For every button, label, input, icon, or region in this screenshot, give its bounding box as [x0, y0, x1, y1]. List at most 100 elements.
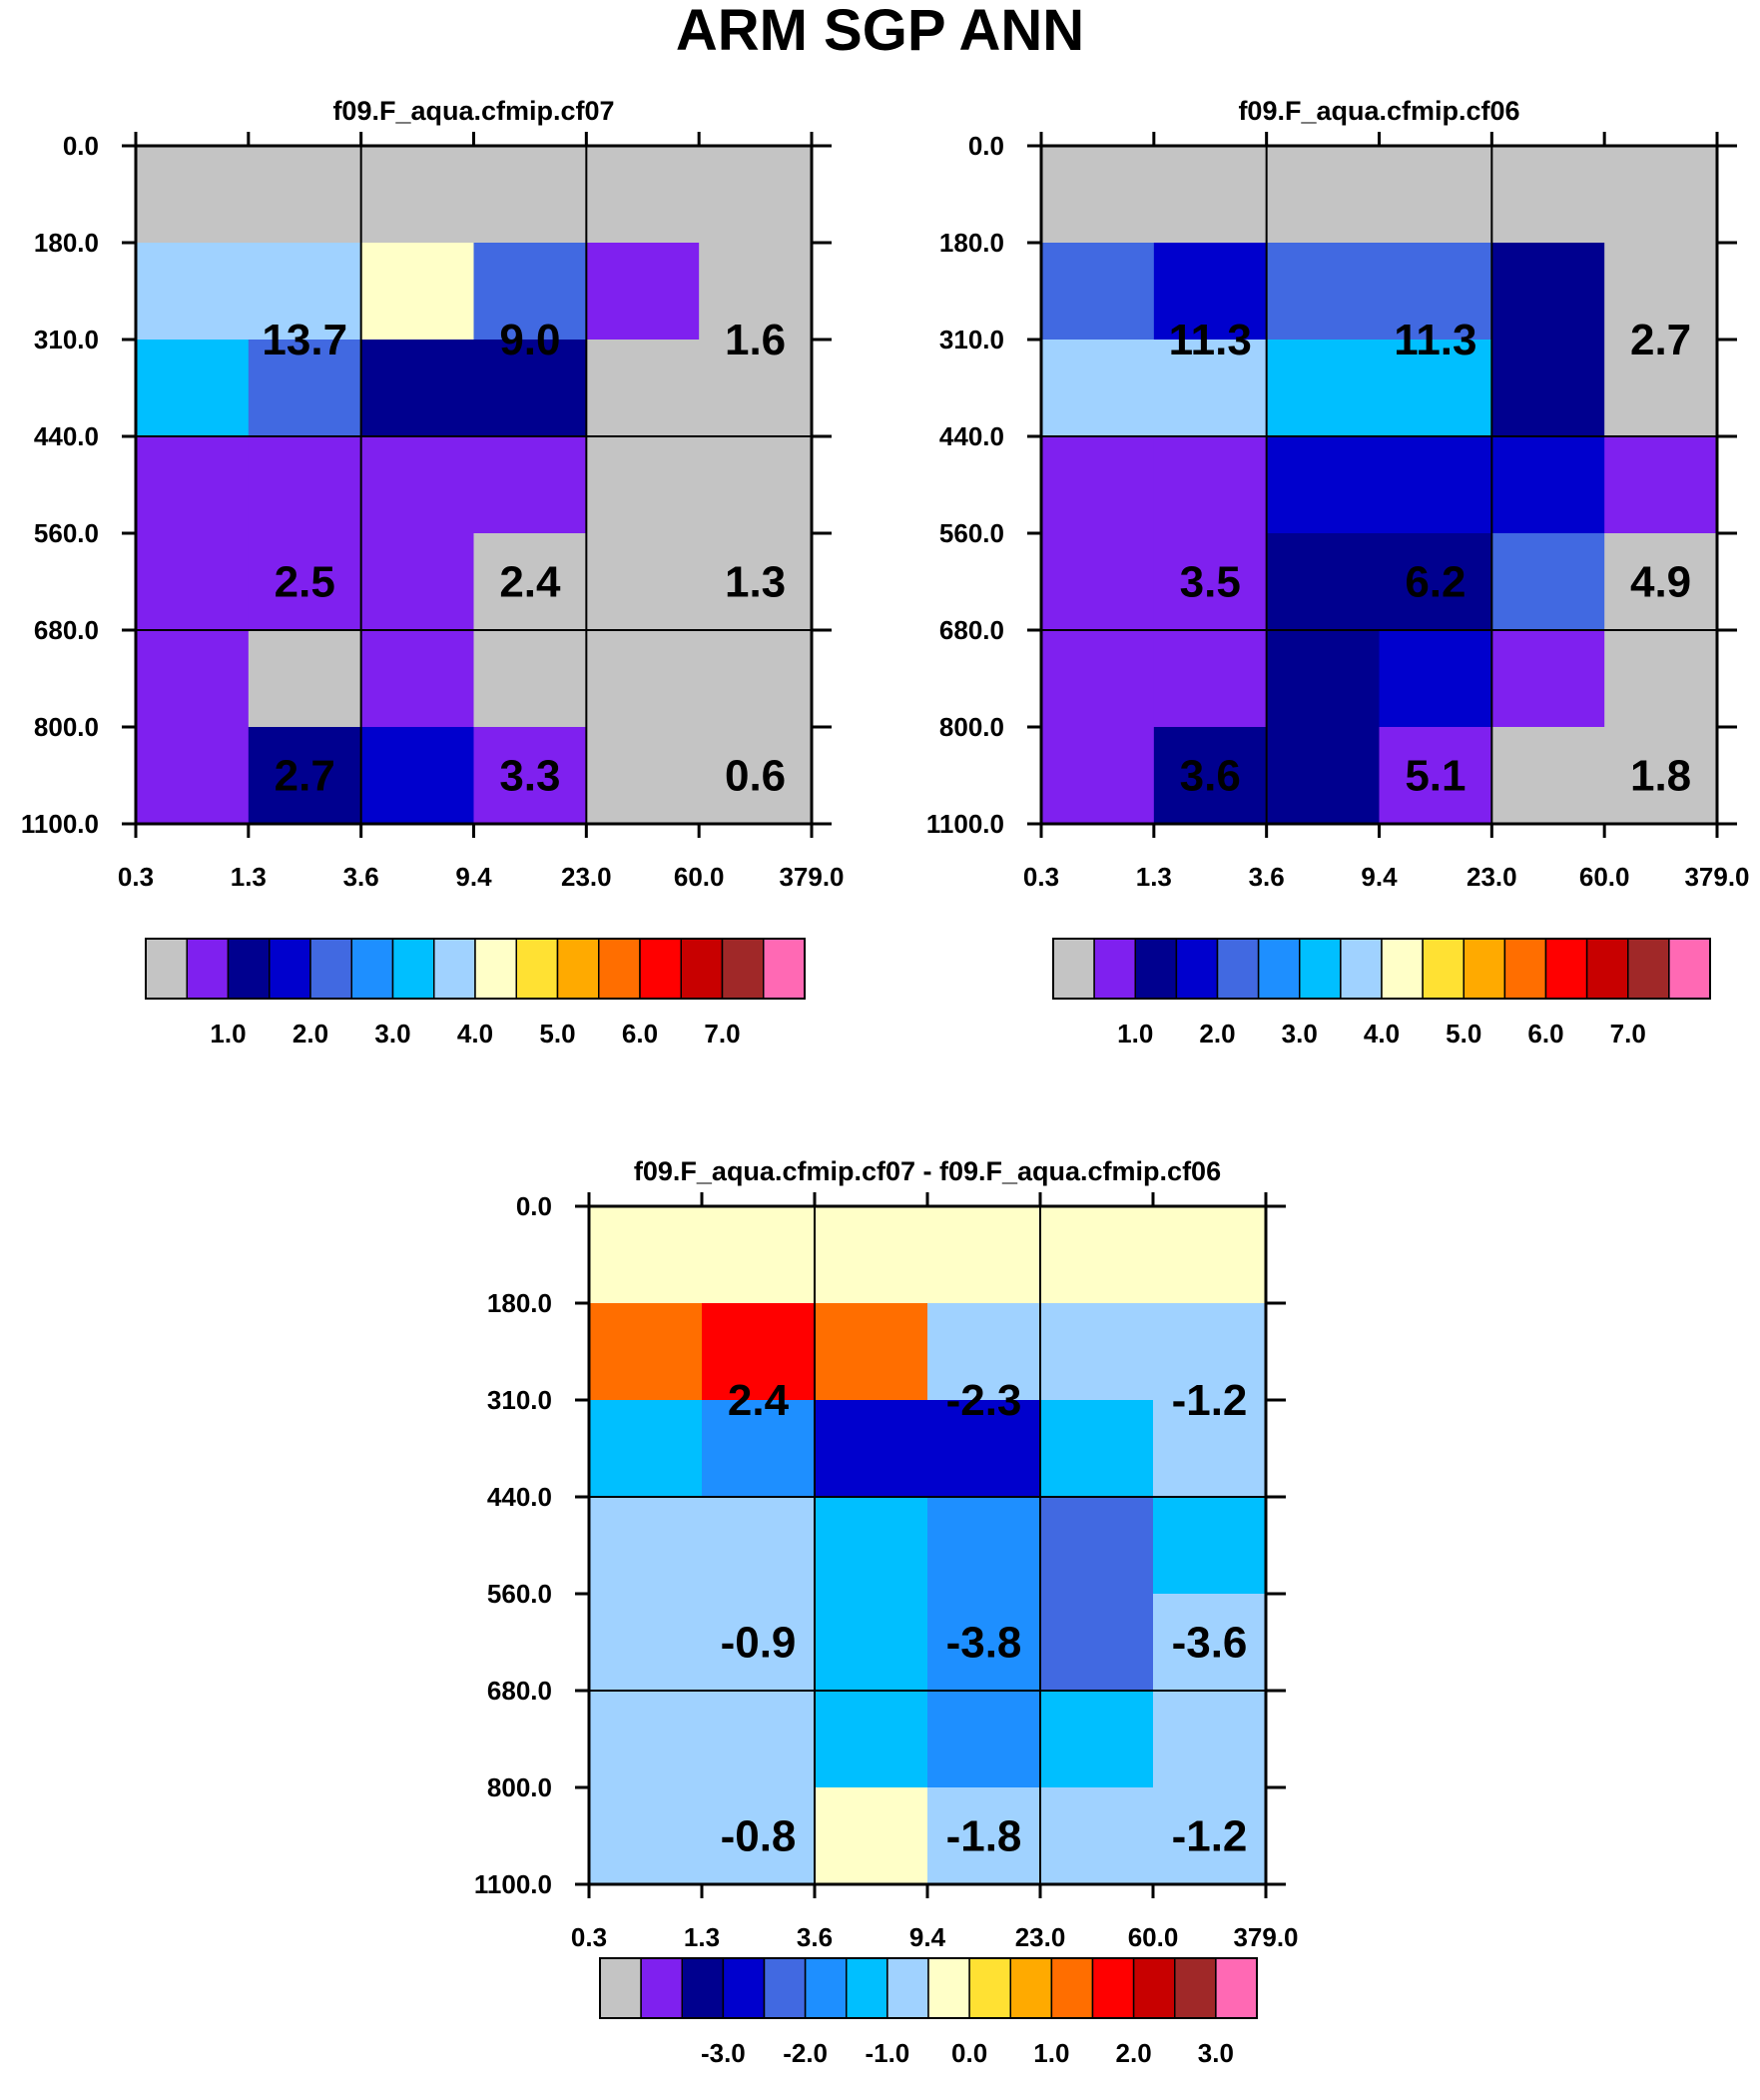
heatmap-cell: [136, 630, 250, 728]
heatmap-cell: [927, 1787, 1041, 1885]
data-label: -3.6: [1172, 1619, 1248, 1668]
colorbar-label: 2.0: [1199, 1019, 1235, 1049]
heatmap-cell: [1041, 340, 1155, 437]
colorbar-box: [1052, 938, 1095, 1000]
data-label: -0.8: [721, 1812, 797, 1861]
heatmap-cell: [1266, 146, 1381, 244]
data-label: -1.8: [946, 1812, 1022, 1861]
heatmap-cell: [699, 630, 813, 728]
heatmap-cell: [1153, 243, 1268, 341]
x-tick-label: 23.0: [1015, 1922, 1066, 1952]
colorbar-label: 5.0: [539, 1019, 575, 1049]
heatmap-cell: [589, 1303, 703, 1401]
y-tick-label: 0.0: [968, 131, 1004, 161]
colorbar-box: [1091, 1957, 1135, 2019]
y-tick-label: 560.0: [34, 518, 99, 548]
colorbar-box: [309, 938, 352, 1000]
data-label: 3.5: [1180, 558, 1241, 607]
data-label: 1.6: [725, 316, 786, 364]
colorbar-label: 1.0: [1117, 1019, 1153, 1049]
x-tick-label: 379.0: [1684, 862, 1749, 892]
data-label: 5.1: [1405, 752, 1466, 801]
colorbar-box: [1340, 938, 1383, 1000]
heatmap-cell: [360, 436, 475, 534]
data-label: 6.2: [1405, 558, 1466, 607]
colorbar-box: [1009, 1957, 1053, 2019]
heatmap-cell: [815, 1497, 928, 1595]
heatmap-cell: [1379, 340, 1492, 437]
heatmap-cell: [248, 727, 362, 825]
y-tick-label: 180.0: [487, 1288, 552, 1318]
data-label: 11.3: [1169, 316, 1252, 364]
colorbar-box: [350, 938, 394, 1000]
colorbar-label: -1.0: [865, 2038, 909, 2068]
heatmap-cell: [248, 436, 362, 534]
heatmap-cell: [1379, 243, 1492, 341]
x-tick-label: 1.3: [1136, 862, 1172, 892]
data-label: 2.7: [275, 752, 335, 801]
x-tick-label: 0.3: [1023, 862, 1059, 892]
x-tick-label: 9.4: [909, 1922, 946, 1952]
heatmap-cell: [702, 1787, 816, 1885]
heatmap-cell: [927, 1206, 1041, 1304]
heatmap-cell: [1153, 1594, 1267, 1692]
heatmap-cell: [586, 146, 700, 244]
colorbar-label: 3.0: [1282, 1019, 1318, 1049]
heatmap-cell: [927, 1497, 1041, 1595]
heatmap-cell: [473, 436, 587, 534]
x-tick-label: 379.0: [779, 862, 844, 892]
y-tick-label: 0.0: [63, 131, 99, 161]
panel-cf06: 0.3 1.3 3.6 9.4 23.0 60.0 379.0 0.0 180.0 310.0 44…: [926, 96, 1750, 1049]
heatmap-cell: [1604, 533, 1718, 631]
colorbar-box: [227, 938, 271, 1000]
colorbar-label: 4.0: [457, 1019, 493, 1049]
colorbar-box: [1132, 1957, 1176, 2019]
heatmap-cell: [360, 727, 475, 825]
colorbar-box: [1299, 938, 1342, 1000]
heatmap-cell: [1040, 1594, 1154, 1692]
heatmap-cell: [586, 727, 700, 825]
heatmap-cell: [702, 1497, 816, 1595]
heatmap-cell: [586, 243, 700, 341]
heatmap-cell: [1604, 727, 1718, 825]
heatmap-cell: [1379, 533, 1492, 631]
y-tick-label: 680.0: [34, 615, 99, 645]
heatmap-cell: [1153, 436, 1268, 534]
colorbar-box: [1257, 938, 1301, 1000]
data-label: -3.8: [946, 1619, 1022, 1668]
heatmap-cell: [1040, 1691, 1154, 1788]
colorbar-label: 7.0: [1610, 1019, 1646, 1049]
heatmap-cell: [699, 727, 813, 825]
colorbar-box: [968, 1957, 1011, 2019]
x-tick-label: 60.0: [1128, 1922, 1179, 1952]
heatmap-cell: [473, 340, 587, 437]
heatmap-cell: [1153, 1787, 1267, 1885]
y-tick-label: 440.0: [487, 1482, 552, 1512]
x-tick-label: 9.4: [455, 862, 492, 892]
colorbar-box: [599, 1957, 642, 2019]
heatmap-cell: [1604, 243, 1718, 341]
heatmap-cell: [699, 533, 813, 631]
heatmap-cell: [1266, 243, 1381, 341]
colorbar-box: [556, 938, 600, 1000]
colorbar-box: [680, 938, 724, 1000]
heatmap-cell: [702, 1206, 816, 1304]
heatmap-cell: [1153, 533, 1268, 631]
colorbar-label: 1.0: [1033, 2038, 1069, 2068]
colorbar-box: [1050, 1957, 1094, 2019]
x-tick-label: 3.6: [797, 1922, 833, 1952]
colorbar-box: [1381, 938, 1424, 1000]
colorbar-label: 6.0: [1527, 1019, 1563, 1049]
heatmap-cell: [1604, 630, 1718, 728]
data-label: -1.2: [1172, 1812, 1248, 1861]
heatmap-cell: [699, 243, 813, 341]
heatmap-cell: [1153, 1303, 1267, 1401]
heatmap-cell: [815, 1303, 928, 1401]
colorbar-box: [722, 1957, 766, 2019]
colorbar-box: [639, 938, 682, 1000]
heatmap-cell: [1266, 436, 1381, 534]
heatmap-cell: [1153, 1497, 1267, 1595]
heatmap-cell: [589, 1787, 703, 1885]
heatmap-cell: [473, 533, 587, 631]
